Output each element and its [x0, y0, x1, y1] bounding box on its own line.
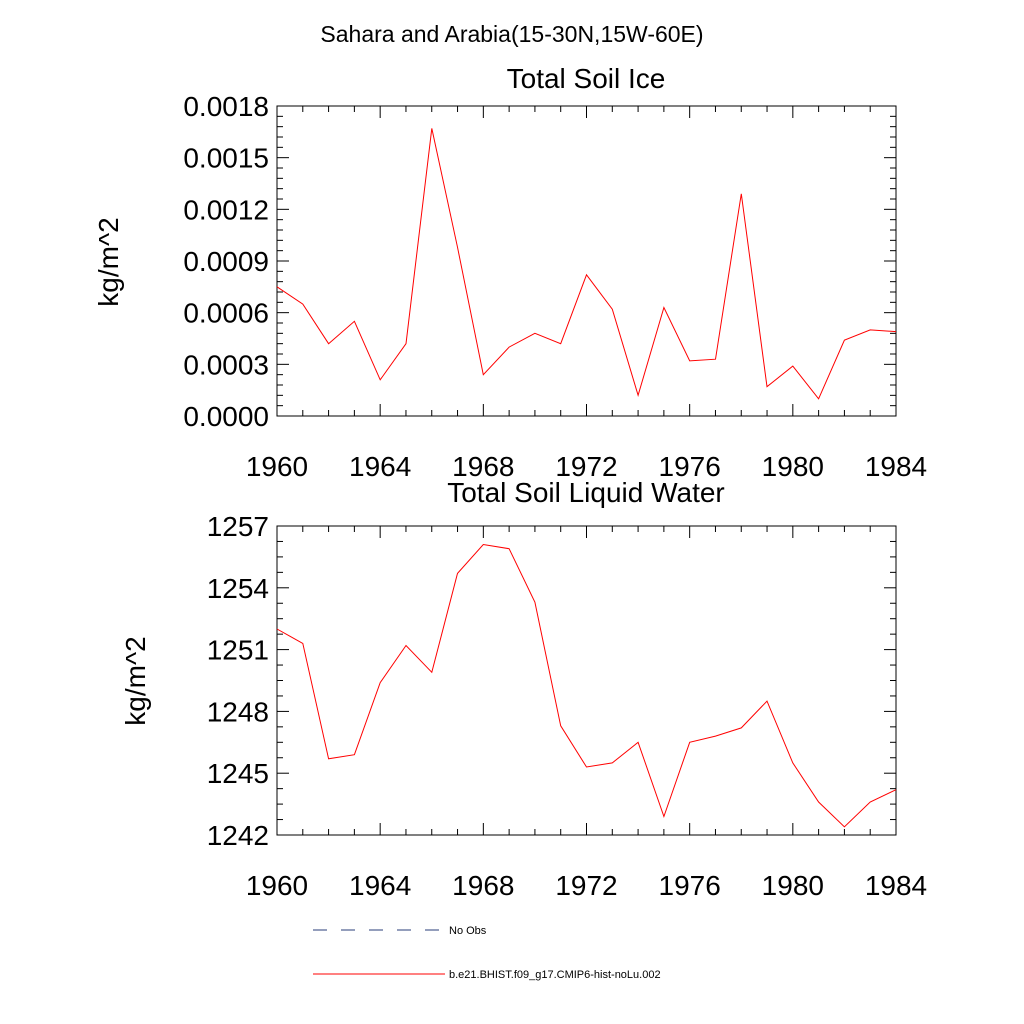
data-point: [766, 386, 768, 388]
data-point: [456, 246, 458, 248]
data-point: [817, 801, 819, 803]
x-tick-label: 1984: [865, 870, 927, 901]
data-point: [482, 543, 484, 545]
y-tick-label: 1251: [207, 635, 269, 666]
data-point: [456, 572, 458, 574]
data-point: [740, 727, 742, 729]
x-tick-label: 1960: [246, 870, 308, 901]
y-axis-label: kg/m^2: [93, 217, 124, 306]
data-point: [637, 741, 639, 743]
y-tick-label: 0.0003: [183, 349, 269, 380]
data-point: [405, 343, 407, 345]
x-tick-label: 1968: [452, 451, 514, 482]
x-tick-label: 1984: [865, 451, 927, 482]
y-tick-label: 1248: [207, 696, 269, 727]
data-point: [534, 601, 536, 603]
x-tick-label: 1980: [762, 451, 824, 482]
data-point: [895, 330, 897, 332]
data-point: [508, 346, 510, 348]
legend-label: b.e21.BHIST.f09_g17.CMIP6-hist-noLu.002: [449, 969, 661, 981]
plot-axes: 1960 1964 1968 1972 1976 1980 1984 0.0000 0.0003…: [183, 91, 927, 482]
data-point: [302, 303, 304, 305]
chart-title: Total Soil Liquid Water: [447, 477, 725, 508]
chart-panel-soil-ice: Total Soil Ice kg/m^2 1960 1964 1968 1972 19…: [93, 63, 927, 482]
data-point: [353, 320, 355, 322]
data-point: [276, 286, 278, 288]
y-tick-label: 1245: [207, 758, 269, 789]
data-point: [276, 628, 278, 630]
y-tick-label: 0.0000: [183, 401, 269, 432]
y-tick-label: 1254: [207, 573, 269, 604]
data-point: [843, 339, 845, 341]
data-point: [843, 826, 845, 828]
x-tick-label: 1980: [762, 870, 824, 901]
x-tick-label: 1976: [659, 451, 721, 482]
plot-frame: [276, 105, 897, 417]
plot-frame: [276, 525, 897, 836]
data-point: [869, 801, 871, 803]
data-point: [792, 762, 794, 764]
y-axis-label: kg/m^2: [120, 636, 151, 725]
data-point: [379, 379, 381, 381]
data-point: [766, 700, 768, 702]
data-point: [817, 398, 819, 400]
data-point: [508, 548, 510, 550]
chart-title: Total Soil Ice: [507, 63, 666, 94]
data-point: [611, 308, 613, 310]
x-tick-label: 1960: [246, 451, 308, 482]
data-point: [585, 766, 587, 768]
data-point: [560, 343, 562, 345]
data-point: [482, 374, 484, 376]
data-point: [689, 360, 691, 362]
y-tick-label: 0.0018: [183, 91, 269, 122]
data-point: [611, 762, 613, 764]
y-tick-label: 0.0006: [183, 298, 269, 329]
x-tick-label: 1976: [659, 870, 721, 901]
data-point: [534, 332, 536, 334]
data-point: [663, 306, 665, 308]
x-tick-label: 1964: [349, 870, 411, 901]
figure-suptitle: Sahara and Arabia(15-30N,15W-60E): [320, 21, 703, 47]
data-point: [637, 394, 639, 396]
data-point: [869, 329, 871, 331]
series-line: [276, 543, 897, 828]
data-point: [585, 274, 587, 276]
y-tick-label: 1242: [207, 820, 269, 851]
data-point: [302, 642, 304, 644]
data-point: [714, 735, 716, 737]
x-tick-label: 1968: [452, 870, 514, 901]
data-point: [689, 741, 691, 743]
legend-label: No Obs: [449, 925, 487, 937]
y-tick-label: 0.0015: [183, 143, 269, 174]
data-point: [792, 365, 794, 367]
data-point: [327, 343, 329, 345]
plot-axes: 1960 1964 1968 1972 1976 1980 1984 1242 1245 1248…: [207, 511, 927, 901]
y-tick-label: 1257: [207, 511, 269, 542]
x-tick-label: 1964: [349, 451, 411, 482]
x-tick-label: 1972: [555, 870, 617, 901]
series-line: [276, 128, 897, 400]
data-point: [431, 671, 433, 673]
legend: No Obs b.e21.BHIST.f09_g17.CMIP6-hist-no…: [313, 925, 661, 981]
data-point: [663, 815, 665, 817]
data-point: [560, 725, 562, 727]
data-point: [405, 644, 407, 646]
data-point: [895, 789, 897, 791]
data-point: [714, 358, 716, 360]
chart-panel-soil-liquid-water: Total Soil Liquid Water kg/m^2 1960 1964 1…: [120, 477, 927, 901]
data-point: [740, 193, 742, 195]
data-point: [379, 681, 381, 683]
y-tick-label: 0.0009: [183, 246, 269, 277]
x-tick-label: 1972: [555, 451, 617, 482]
data-point: [327, 758, 329, 760]
data-point: [353, 754, 355, 756]
data-point: [431, 127, 433, 129]
y-tick-label: 0.0012: [183, 194, 269, 225]
